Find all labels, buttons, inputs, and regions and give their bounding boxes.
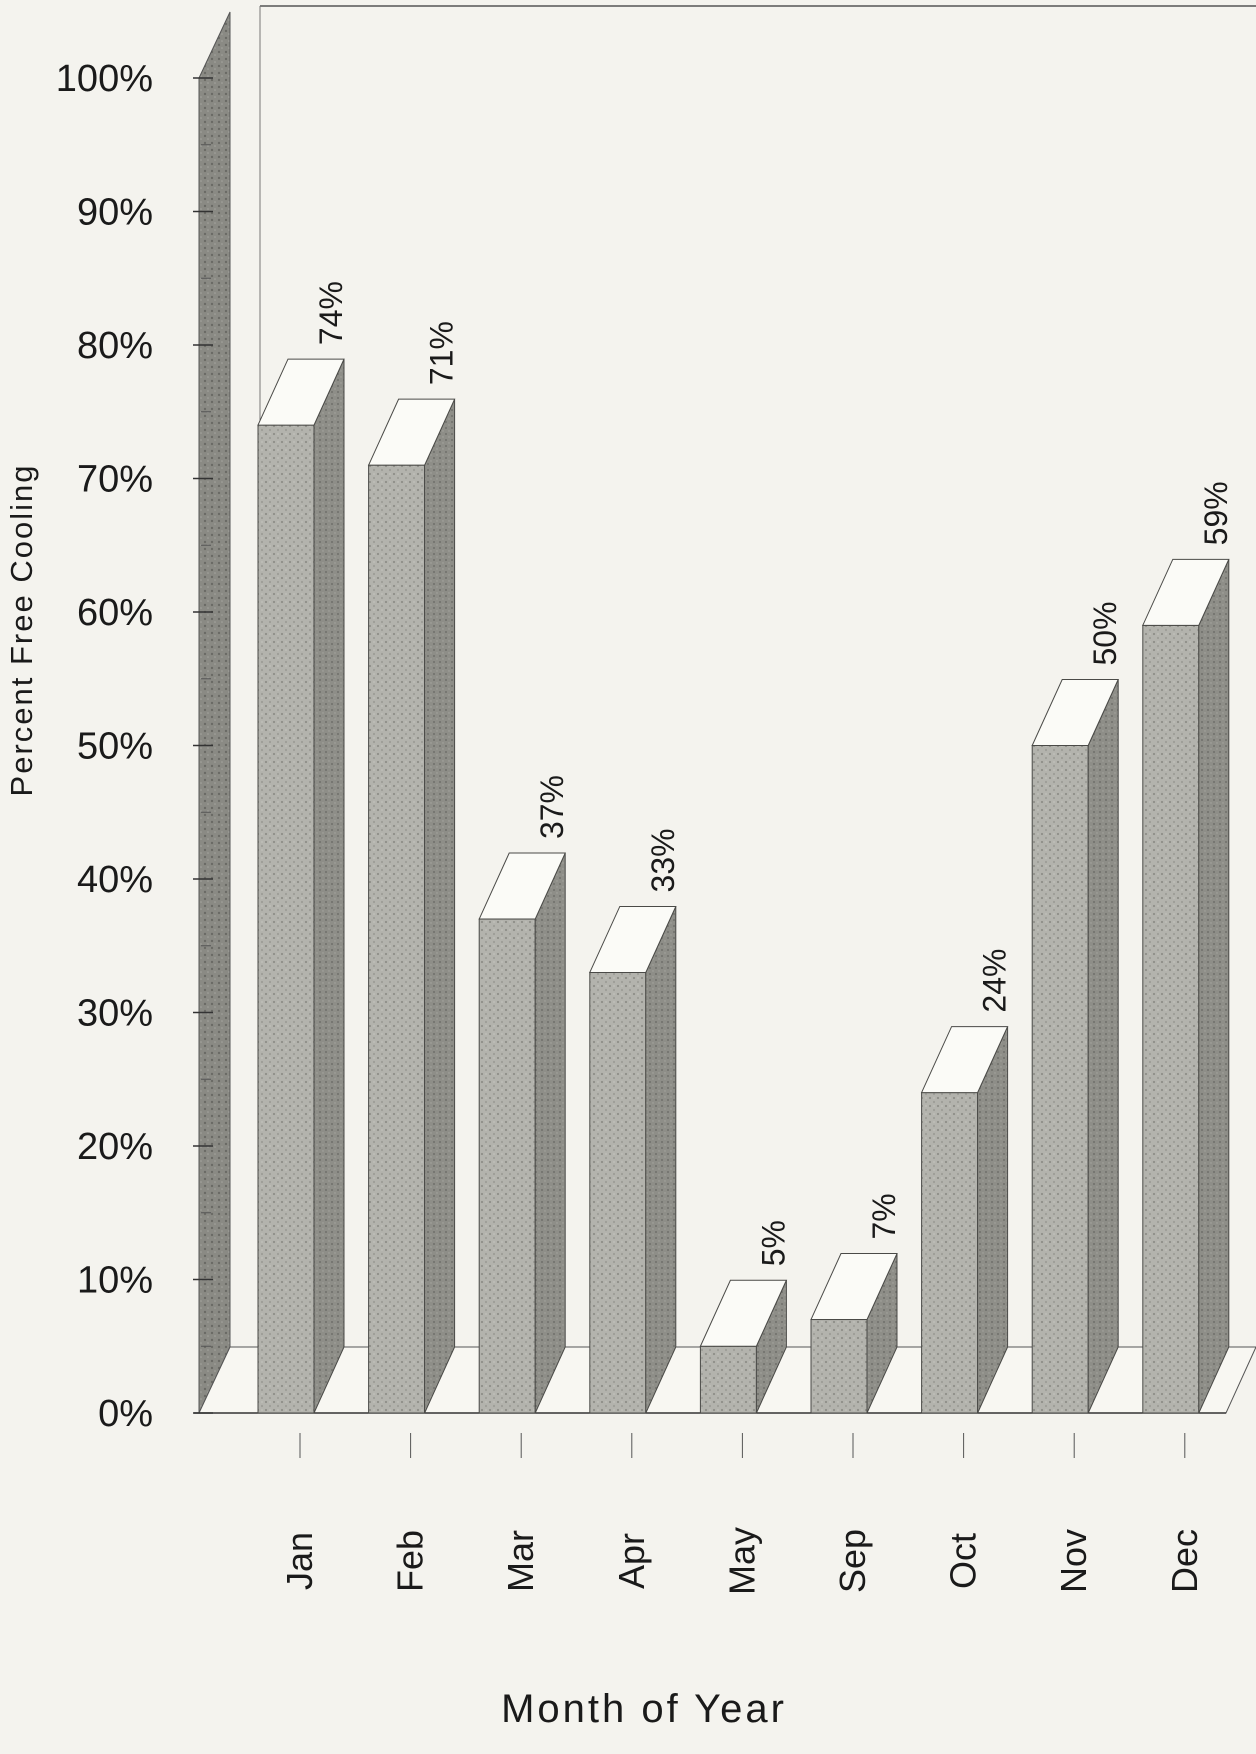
chart-back-wall bbox=[198, 11, 231, 1414]
data-label: 50% bbox=[1087, 601, 1123, 665]
bar-front bbox=[921, 1092, 979, 1414]
bar-dec bbox=[1142, 558, 1230, 1414]
x-axis-label: Month of Year bbox=[501, 1687, 787, 1731]
y-tick-label: 100% bbox=[56, 58, 153, 100]
bar-nov bbox=[1031, 679, 1119, 1414]
bar-front bbox=[1142, 624, 1200, 1414]
data-label: 33% bbox=[645, 828, 681, 892]
y-tick-label: 80% bbox=[77, 325, 153, 367]
y-tick-label: 40% bbox=[77, 859, 153, 901]
data-label: 71% bbox=[424, 321, 460, 385]
bar-front bbox=[699, 1345, 757, 1414]
x-tick-label: Feb bbox=[390, 1530, 431, 1592]
x-tick-label: Jan bbox=[279, 1532, 320, 1590]
data-label: 59% bbox=[1198, 481, 1234, 545]
y-tick-label: 30% bbox=[77, 993, 153, 1035]
bar-front bbox=[1031, 745, 1089, 1414]
bar-top bbox=[699, 1279, 788, 1347]
bar-side bbox=[534, 852, 566, 1414]
bar-side bbox=[1198, 559, 1230, 1414]
bar-side bbox=[645, 906, 677, 1414]
x-tick-label: Oct bbox=[943, 1533, 984, 1589]
bar-top bbox=[367, 398, 456, 466]
bar-may bbox=[699, 1279, 788, 1414]
bar-side bbox=[424, 398, 456, 1414]
bar-top bbox=[478, 852, 566, 920]
bar-sep bbox=[810, 1253, 898, 1414]
data-label: 37% bbox=[534, 775, 570, 839]
bar-oct bbox=[920, 1026, 1009, 1414]
y-axis-label: Percent Free Cooling bbox=[4, 464, 39, 797]
bar-side bbox=[1087, 679, 1119, 1414]
x-tick-label: Sep bbox=[832, 1529, 873, 1593]
bar-feb bbox=[367, 398, 456, 1414]
y-tick-label: 10% bbox=[77, 1260, 153, 1302]
y-tick-label: 60% bbox=[77, 592, 153, 634]
x-tick-label: May bbox=[721, 1527, 762, 1595]
bar-top bbox=[589, 905, 677, 973]
bar-top bbox=[810, 1253, 898, 1321]
bar-front bbox=[589, 971, 647, 1414]
bar-front bbox=[810, 1319, 868, 1414]
bar-mar bbox=[478, 852, 566, 1414]
bar-side bbox=[977, 1026, 1009, 1414]
x-tick-label: Dec bbox=[1164, 1529, 1205, 1593]
bar-front bbox=[478, 918, 536, 1414]
bar-front bbox=[257, 424, 315, 1414]
data-label: 7% bbox=[866, 1193, 902, 1239]
data-label: 5% bbox=[755, 1220, 791, 1266]
y-tick-label: 70% bbox=[77, 459, 153, 501]
data-label: 24% bbox=[977, 949, 1013, 1013]
bar-top bbox=[1031, 679, 1119, 746]
x-tick-label: Apr bbox=[611, 1533, 652, 1589]
y-tick-label: 20% bbox=[77, 1126, 153, 1168]
y-tick-label: 90% bbox=[77, 192, 153, 234]
bar-front bbox=[368, 464, 426, 1414]
bar-top bbox=[920, 1026, 1009, 1094]
y-tick-label: 0% bbox=[98, 1393, 153, 1435]
bar-jan bbox=[257, 358, 345, 1414]
bar-apr bbox=[589, 905, 677, 1414]
x-tick-label: Mar bbox=[500, 1530, 541, 1592]
bar-top bbox=[257, 358, 345, 426]
x-tick-label: Nov bbox=[1053, 1529, 1094, 1593]
y-tick-label: 50% bbox=[77, 726, 153, 768]
bar-side bbox=[313, 358, 345, 1414]
data-label: 74% bbox=[313, 281, 349, 345]
bar-top bbox=[1142, 558, 1230, 626]
